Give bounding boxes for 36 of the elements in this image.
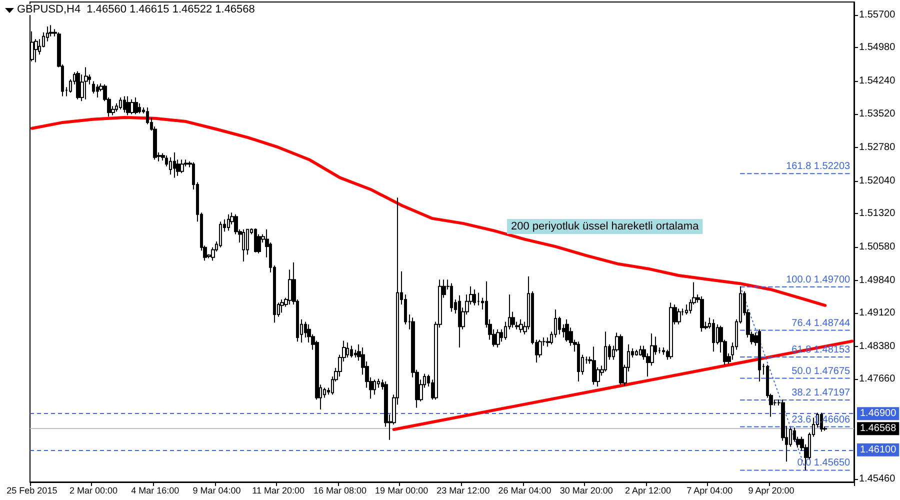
- ref-line-label: 1.46900: [860, 408, 897, 420]
- x-tick-label: 7 Apr 04:00: [686, 486, 733, 496]
- x-tick-label: 11 Mar 20:00: [252, 486, 305, 496]
- series-label: 100.0 1.49700: [786, 274, 851, 286]
- chart-title: GBPUSD,H4 1.46560 1.46615 1.46522 1.46568: [17, 4, 255, 16]
- y-tick-label: 1.49840: [859, 274, 896, 286]
- y-tick-label: 1.50580: [859, 241, 896, 252]
- x-tick-label: 9 Mar 04:00: [192, 486, 241, 496]
- ref-line-label: 1.46568: [860, 423, 897, 434]
- x-tick-label: 26 Mar 04:00: [498, 486, 552, 496]
- ref-line-label: 1.46100: [860, 444, 897, 456]
- y-tick-label: 1.47660: [859, 374, 896, 385]
- x-tick-label: 19 Mar 00:00: [375, 486, 428, 496]
- x-tick-label: 23 Mar 12:00: [436, 486, 490, 496]
- y-tick-label: 1.52780: [859, 142, 896, 153]
- x-tick-label: 30 Mar 20:00: [560, 486, 613, 496]
- x-tick-label: 25 Feb 2015: [6, 486, 58, 496]
- annotation: 200 periyotluk üssel hareketli ortalama: [511, 220, 700, 232]
- series-label: 50.0 1.47675: [792, 366, 851, 377]
- x-tick-label: 2 Mar 00:00: [70, 486, 118, 496]
- x-tick-label: 4 Mar 16:00: [131, 486, 180, 496]
- y-tick-label: 1.55700: [859, 10, 896, 21]
- y-tick-label: 1.52040: [859, 175, 896, 186]
- x-tick-label: 2 Apr 12:00: [624, 486, 672, 496]
- y-tick-label: 1.54240: [859, 76, 896, 87]
- y-tick-label: 1.54980: [859, 42, 896, 54]
- y-tick-label: 1.51320: [859, 208, 896, 219]
- y-tick-label: 1.45460: [859, 473, 896, 484]
- y-tick-label: 1.53520: [859, 108, 896, 120]
- x-tick-label: 9 Apr 20:00: [748, 486, 794, 496]
- series-label: 76.4 1.48744: [792, 318, 851, 329]
- y-tick-label: 1.48380: [859, 341, 896, 352]
- series-label: 38.2 1.47197: [792, 388, 851, 399]
- series-label: 161.8 1.52203: [786, 161, 851, 172]
- y-tick-label: 1.49120: [859, 308, 896, 319]
- x-tick-label: 16 Mar 08:00: [313, 486, 366, 496]
